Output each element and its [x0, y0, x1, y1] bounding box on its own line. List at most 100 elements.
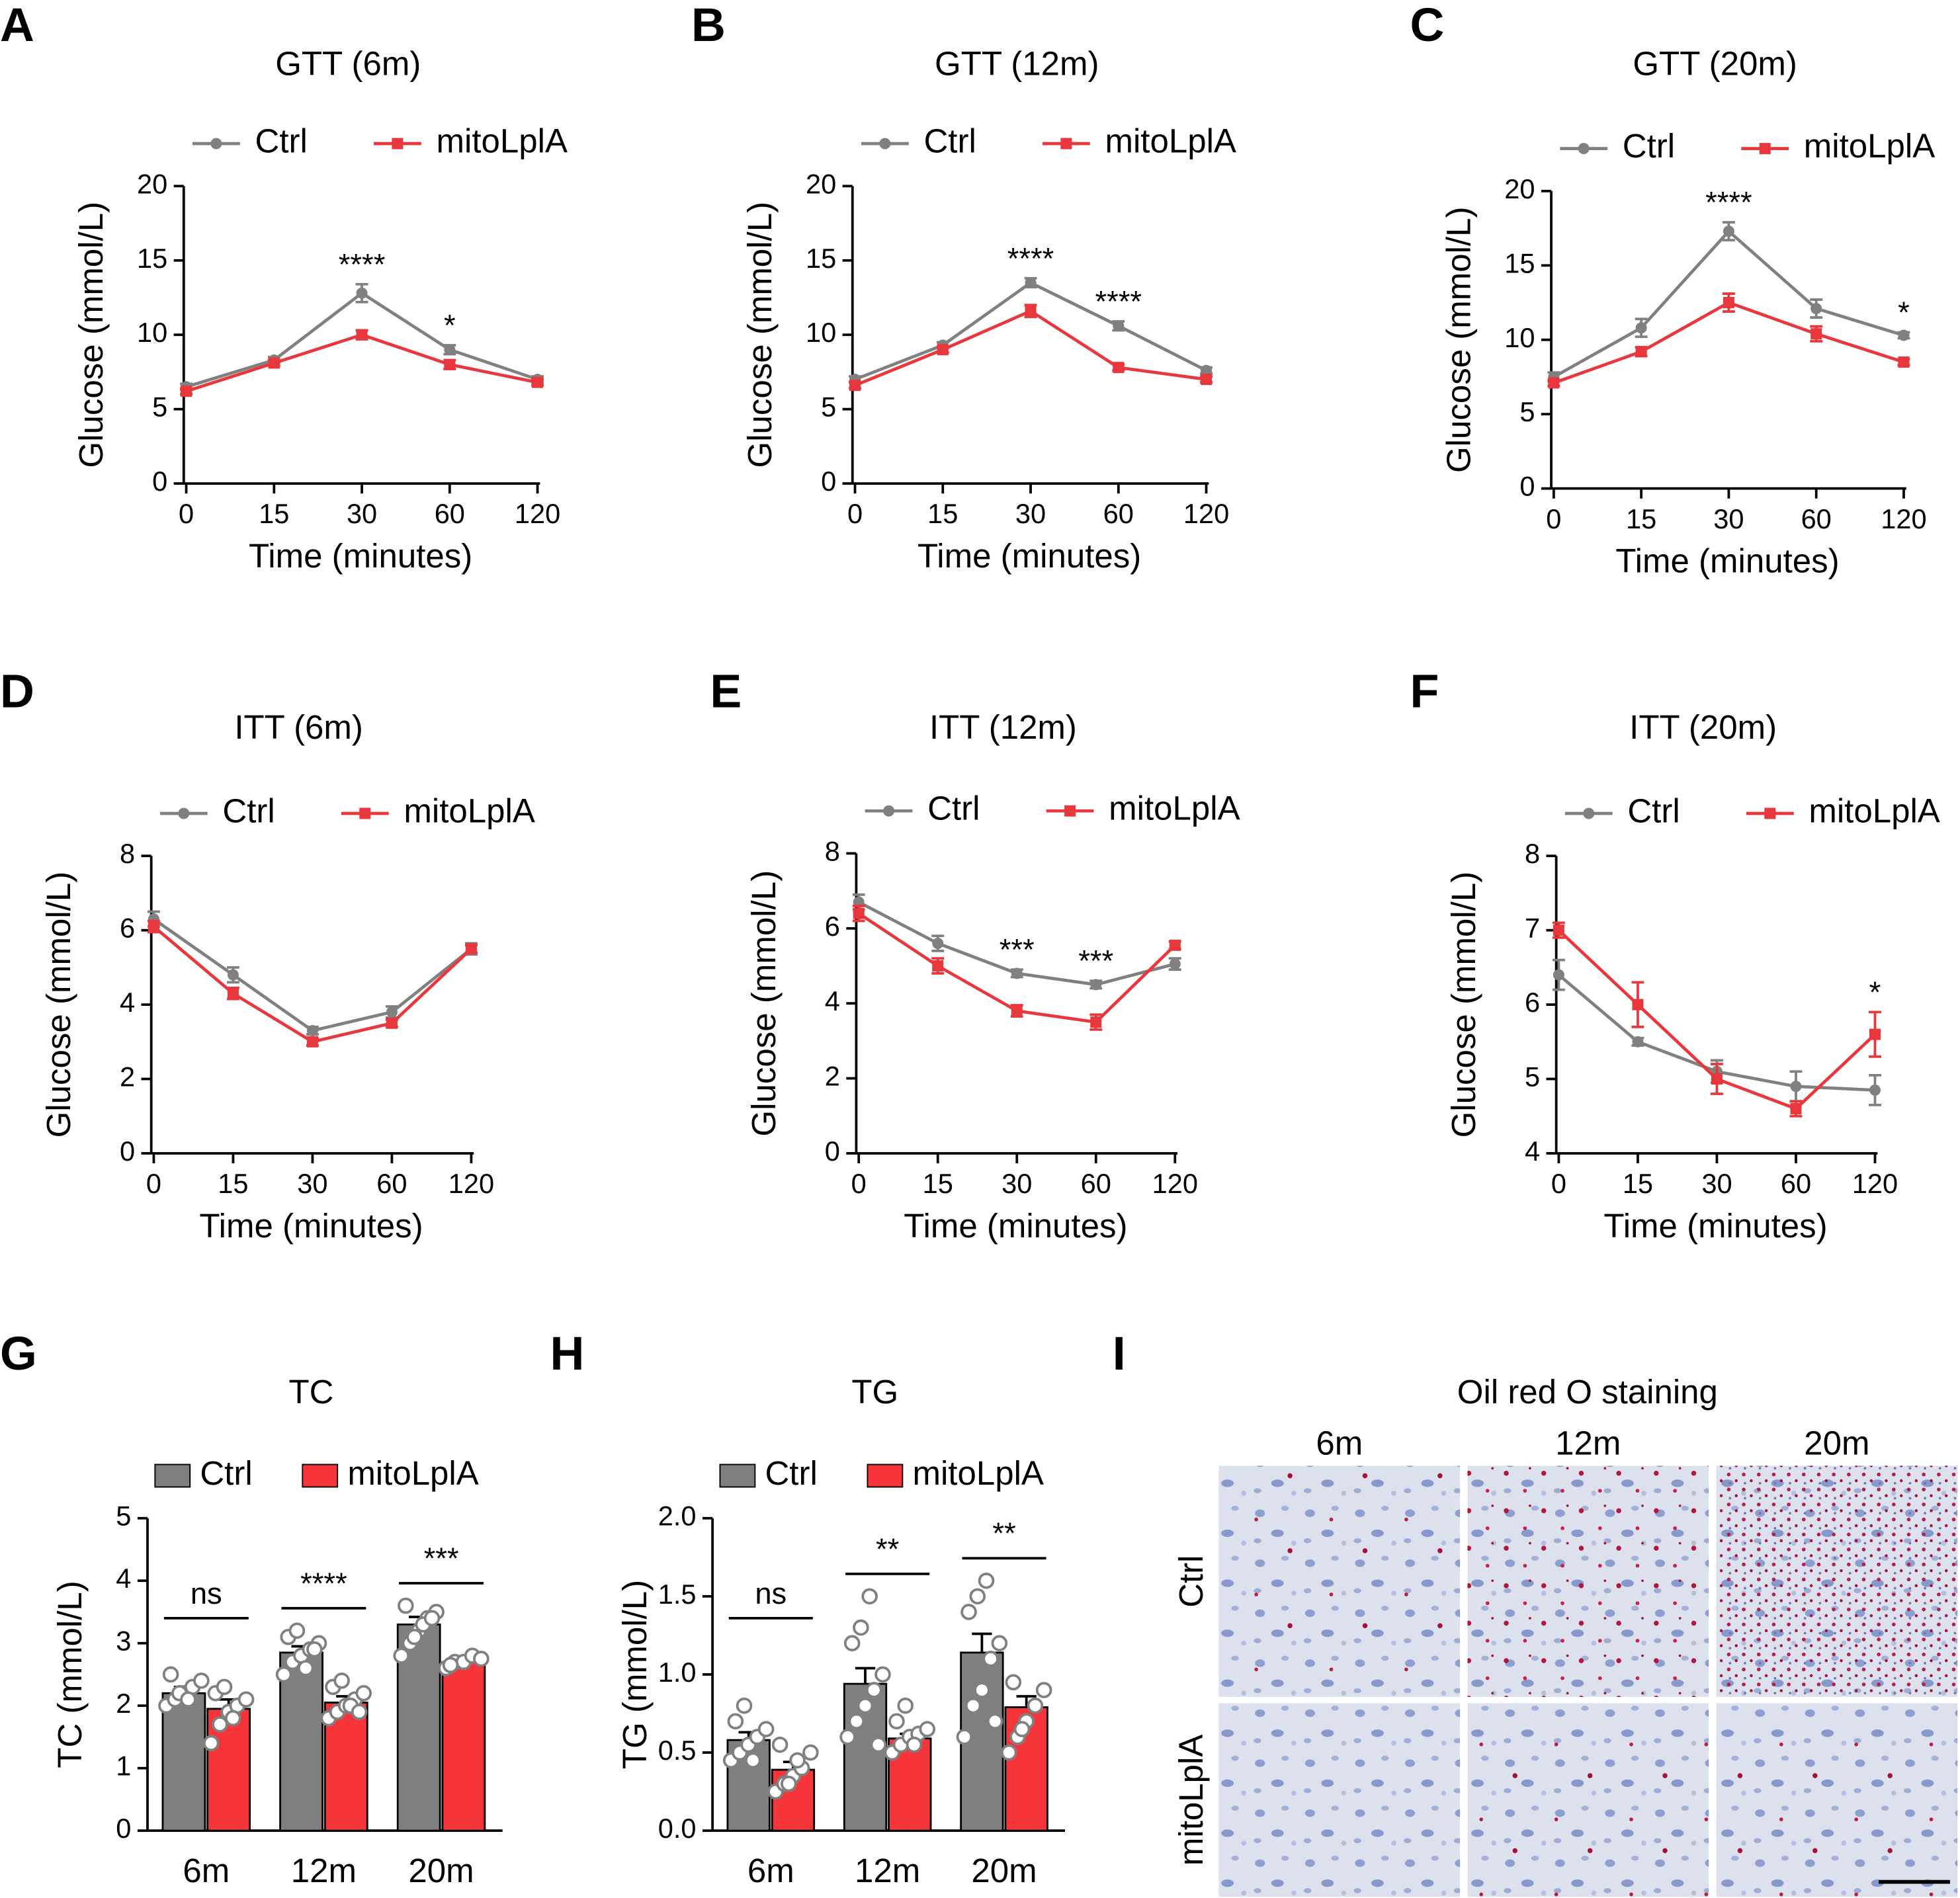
individual-point	[1005, 1674, 1022, 1691]
panel-letter: I	[1113, 1327, 1126, 1380]
data-point	[1711, 1073, 1723, 1085]
lipid-stain	[1716, 1465, 1958, 1697]
data-point	[1723, 226, 1734, 237]
individual-point	[865, 1682, 882, 1698]
legend-label: mitoLplA	[347, 1454, 478, 1492]
significance: ***	[424, 1542, 459, 1575]
individual-point	[857, 1697, 874, 1714]
x-tick-label: 60	[1781, 1168, 1811, 1199]
data-point	[444, 358, 456, 370]
chart-title: TG	[851, 1373, 898, 1411]
data-point	[1090, 979, 1102, 991]
x-axis-label: Time (minutes)	[199, 1207, 423, 1245]
y-tick-label: 5	[152, 392, 167, 423]
data-point	[1869, 1084, 1881, 1096]
individual-point	[960, 1604, 977, 1620]
data-point	[1011, 968, 1023, 979]
y-tick-label: 5	[116, 1501, 131, 1532]
data-point	[1113, 320, 1125, 332]
bar	[441, 1661, 486, 1832]
x-tick-label: 30	[347, 498, 377, 529]
x-tick-label: 30	[1701, 1168, 1732, 1199]
legend-label: mitoLplA	[404, 792, 534, 829]
data-point	[853, 907, 865, 919]
individual-point	[853, 1619, 869, 1636]
chart-title: TC	[289, 1373, 334, 1411]
x-tick-label: 120	[1152, 1168, 1198, 1199]
legend-swatch	[302, 1464, 339, 1488]
data-point	[1169, 958, 1181, 970]
individual-point	[888, 1713, 905, 1730]
individual-point	[870, 1736, 887, 1753]
legend-marker	[1759, 143, 1771, 155]
data-point	[1811, 303, 1822, 315]
x-tick-label: 120	[448, 1168, 494, 1199]
legend-marker	[883, 805, 895, 817]
individual-point	[288, 1622, 306, 1639]
individual-point	[406, 1628, 423, 1645]
x-tick-label: 0	[146, 1168, 161, 1199]
y-tick-label: 8	[1525, 838, 1540, 869]
y-tick-label: 10	[1504, 322, 1535, 353]
y-tick-label: 4	[116, 1563, 131, 1594]
legend-swatch	[154, 1464, 191, 1488]
individual-point	[969, 1588, 986, 1605]
data-point	[227, 969, 239, 981]
data-point	[1201, 364, 1213, 376]
legend-label: Ctrl	[222, 792, 275, 829]
individual-point	[978, 1572, 995, 1589]
individual-point	[333, 1672, 350, 1689]
legend-swatch	[719, 1464, 756, 1488]
x-axis-label: Time (minutes)	[1603, 1207, 1827, 1245]
data-point	[1025, 277, 1037, 289]
y-tick-label: 2.0	[658, 1501, 697, 1532]
individual-point	[974, 1682, 990, 1698]
bar	[161, 1692, 206, 1832]
data-point	[1723, 297, 1734, 309]
individual-point	[906, 1736, 923, 1753]
individual-point	[355, 1685, 372, 1702]
x-tick-label: 12m	[855, 1852, 920, 1889]
y-tick-label: 6	[1525, 987, 1540, 1018]
individual-point	[473, 1651, 490, 1667]
data-point	[1898, 356, 1910, 368]
individual-point	[423, 1610, 441, 1627]
y-axis-label: Glucose (mmol/L)	[745, 870, 783, 1137]
individual-point	[781, 1776, 797, 1792]
individual-point	[744, 1752, 761, 1769]
legend-marker	[178, 807, 190, 819]
individual-point	[897, 1697, 914, 1714]
y-tick-label: 0.0	[658, 1813, 697, 1844]
chart-title: GTT (20m)	[1633, 44, 1797, 82]
x-tick-label: 30	[1001, 1168, 1032, 1199]
x-tick-label: 6m	[183, 1852, 230, 1889]
y-tick-label: 2	[116, 1688, 131, 1719]
y-axis-label: Glucose (mmol/L)	[1440, 207, 1478, 474]
series-line	[152, 925, 473, 1044]
x-axis-label: Time (minutes)	[1615, 542, 1839, 580]
x-tick-label: 0	[847, 498, 863, 529]
significance: ns	[755, 1577, 787, 1610]
chart-title: ITT (6m)	[234, 708, 363, 746]
panel-letter: E	[710, 665, 742, 718]
data-point	[386, 1017, 398, 1029]
individual-point	[297, 1660, 314, 1676]
data-point	[1632, 999, 1644, 1011]
individual-point	[919, 1721, 936, 1737]
chart-title: GTT (6m)	[275, 44, 421, 82]
individual-point	[789, 1752, 806, 1769]
row-label: mitoLplA	[1172, 1735, 1210, 1866]
legend-marker	[1764, 807, 1776, 819]
y-tick-label: 15	[1504, 247, 1535, 278]
legend-label: Ctrl	[927, 790, 980, 827]
data-point	[1113, 362, 1125, 374]
legend-marker	[879, 138, 891, 149]
y-tick-label: 4	[1525, 1135, 1540, 1167]
x-tick-label: 6m	[747, 1852, 794, 1889]
y-tick-label: 5	[1525, 1061, 1540, 1093]
legend-label: mitoLplA	[1809, 792, 1939, 829]
individual-point	[351, 1704, 368, 1720]
legend-marker	[1060, 138, 1072, 149]
x-tick-label: 0	[1551, 1168, 1566, 1199]
